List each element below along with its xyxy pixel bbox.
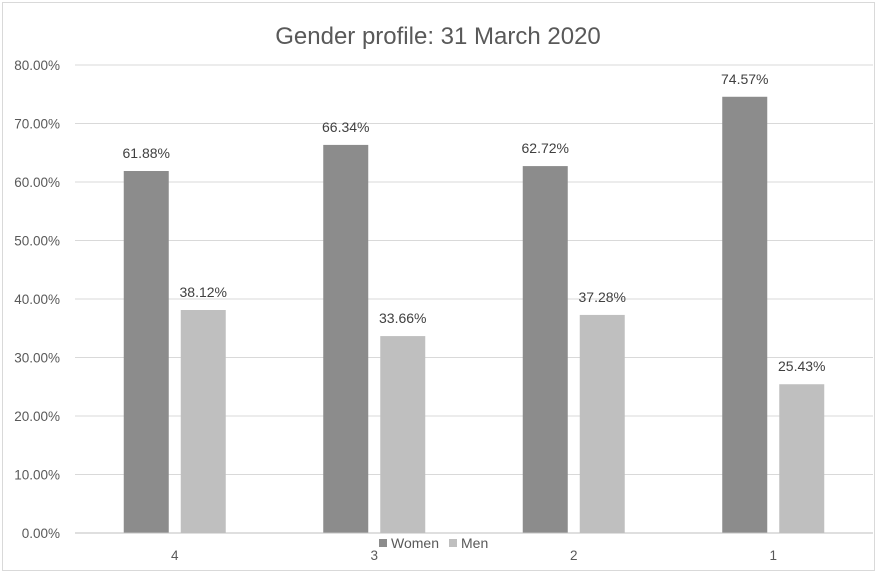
bars (123, 96, 825, 533)
data-label: 61.88% (123, 145, 170, 161)
data-label: 66.34% (322, 119, 369, 135)
y-tick-label: 30.00% (14, 351, 60, 366)
x-tick-label: 2 (570, 548, 578, 563)
y-tick-label: 20.00% (14, 409, 60, 424)
bar-women (123, 171, 169, 533)
data-labels: 61.88% 38.12% 66.34% 33.66% 62.72% 37.28% 74.5… (123, 71, 826, 374)
x-axis-ticks: 4 3 2 1 (171, 548, 777, 563)
x-tick-label: 4 (171, 548, 179, 563)
data-label: 62.72% (522, 140, 569, 156)
bar-women (323, 144, 369, 533)
data-label: 25.43% (778, 358, 825, 374)
legend-label-men: Men (461, 535, 488, 551)
x-tick-label: 1 (769, 548, 777, 563)
bar-men (380, 336, 426, 533)
bar-women (522, 166, 568, 533)
y-tick-label: 70.00% (14, 117, 60, 132)
y-tick-label: 60.00% (14, 175, 60, 190)
y-tick-label: 0.00% (22, 526, 60, 541)
y-tick-label: 40.00% (14, 292, 60, 307)
y-axis-ticks: 0.00% 10.00% 20.00% 30.00% 40.00% 50.00% 60.00… (14, 58, 60, 541)
bar-men (779, 384, 825, 533)
x-tick-label: 3 (370, 548, 378, 563)
y-tick-label: 50.00% (14, 234, 60, 249)
y-tick-label: 10.00% (14, 468, 60, 483)
data-label: 37.28% (579, 289, 626, 305)
legend-swatch-women (379, 539, 387, 547)
legend: Women Men (379, 535, 488, 551)
bar-men (579, 314, 625, 533)
bar-men (180, 309, 226, 533)
bar-women (722, 96, 768, 533)
chart-title: Gender profile: 31 March 2020 (275, 23, 601, 50)
data-label: 38.12% (180, 284, 227, 300)
legend-swatch-men (449, 539, 457, 547)
data-label: 74.57% (721, 71, 768, 87)
data-label: 33.66% (379, 310, 426, 326)
legend-label-women: Women (391, 535, 439, 551)
y-tick-label: 80.00% (14, 58, 60, 73)
